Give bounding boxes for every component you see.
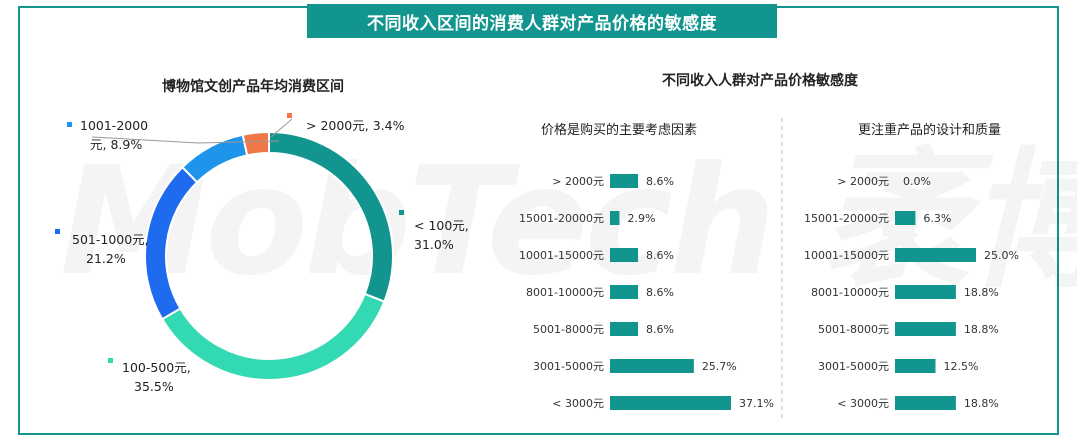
bar-charts-title: 不同收入人群对产品价格敏感度 [662,73,858,89]
bar-category-label: > 2000元 [552,175,604,188]
donut-slice-4 [241,130,270,157]
banner-title: 不同收入区间的消费人群对产品价格的敏感度 [307,4,777,38]
slice-label-lt100: < 100元, 31.0% [414,218,469,252]
donut-slice-0 [268,130,394,303]
bar-value-label: 8.6% [646,249,674,262]
bar [610,359,694,373]
right-bar-subtitle: 更注重产品的设计和质量 [858,123,1002,138]
slice-marker-2 [55,229,60,234]
bar-chart-price-sensitivity: > 2000元 8.6% 15001-20000元 2.9% 10001-15000元 8… [519,174,774,410]
slice-marker-4 [287,113,292,118]
bar-category-label: 5001-8000元 [533,323,604,336]
bar [610,322,639,336]
bar-category-label: 3001-5000元 [818,360,889,373]
leader-line-gt2000 [270,118,293,138]
bar-value-label: 8.6% [646,323,674,336]
donut-chart-title: 博物馆文创产品年均消费区间 [162,79,344,95]
bar [895,285,956,299]
slice-marker-1 [108,358,113,363]
bar [895,359,936,373]
bar-category-label: 8001-10000元 [811,286,889,299]
slice-marker-0 [399,210,404,215]
bar [895,396,956,410]
bar-value-label: 8.6% [646,286,674,299]
bar [895,248,976,262]
leader-line-1001-2000 [91,136,280,144]
bar [610,174,639,188]
bar-value-label: 18.8% [964,323,999,336]
bar-category-label: < 3000元 [552,397,604,410]
slice-label-100-500: 100-500元, 35.5% [122,360,191,394]
bar-category-label: 10001-15000元 [804,249,889,262]
bar-value-label: 0.0% [903,175,931,188]
bar-category-label: 15001-20000元 [804,212,889,225]
left-bar-subtitle: 价格是购买的主要考虑因素 [541,123,698,138]
bar-value-label: 37.1% [739,397,774,410]
bar [610,211,620,225]
slice-label-1001-2000: 1001-2000 元, 8.9% [80,118,149,152]
bar-category-label: 3001-5000元 [533,360,604,373]
bar-category-label: 15001-20000元 [519,212,604,225]
slice-marker-3 [67,122,72,127]
bar-value-label: 2.9% [627,212,655,225]
bar [895,322,956,336]
bar-value-label: 6.3% [923,212,951,225]
bar-value-label: 18.8% [964,286,999,299]
bar-category-label: < 3000元 [837,397,889,410]
bar [895,211,916,225]
donut-slice-1 [160,292,386,381]
donut-slice-2 [144,165,199,321]
bar-category-label: 10001-15000元 [519,249,604,262]
slice-label-501-1000: 501-1000元, 21.2% [72,232,149,266]
bar-value-label: 25.0% [984,249,1019,262]
bar [610,396,731,410]
bar-value-label: 12.5% [944,360,979,373]
slice-label-gt2000: > 2000元, 3.4% [306,118,405,133]
bar [610,285,639,299]
donut-chart [55,113,404,381]
bar-category-label: 5001-8000元 [818,323,889,336]
bar-value-label: 8.6% [646,175,674,188]
bar-category-label: 8001-10000元 [526,286,604,299]
bar [610,248,639,262]
bar-category-label: > 2000元 [837,175,889,188]
chart-divider [781,118,783,418]
bar-value-label: 18.8% [964,397,999,410]
bar-value-label: 25.7% [702,360,737,373]
bar-chart-design-quality: > 2000元 0.0% 15001-20000元 6.3% 10001-15000元 2… [804,175,1019,410]
